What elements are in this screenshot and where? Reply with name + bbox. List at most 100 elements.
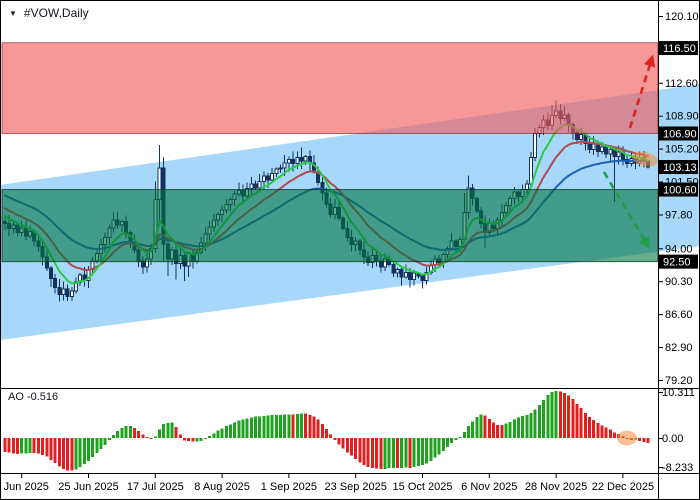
date-label: 15 Oct 2025 xyxy=(393,481,453,493)
symbol-dropdown-icon[interactable]: ▼ xyxy=(9,8,17,18)
ao-bar xyxy=(425,438,429,464)
price-axis[interactable]: 120.10112.60108.90105.20101.5097.8094.00… xyxy=(658,11,699,387)
ao-bar xyxy=(391,438,395,469)
ao-bar xyxy=(441,438,445,451)
ao-bar xyxy=(429,438,433,461)
ao-bar xyxy=(233,422,237,438)
ao-bar xyxy=(395,438,399,469)
ao-bar xyxy=(583,412,587,438)
ao-bar xyxy=(567,395,571,438)
highlight-ma-cluster xyxy=(632,151,658,167)
ao-bar xyxy=(149,438,153,440)
ao-bar xyxy=(613,432,617,438)
candle-bull xyxy=(600,146,605,152)
ao-bar xyxy=(437,438,441,455)
candle-bull xyxy=(69,290,74,297)
ao-bar xyxy=(483,415,487,438)
ao-bar xyxy=(107,438,111,440)
ao-bar xyxy=(141,434,145,438)
candle-bull xyxy=(424,271,429,281)
ao-bar xyxy=(295,414,299,438)
indicator-label: AO -0.516 xyxy=(8,391,59,403)
ao-axis-label: 0.00 xyxy=(662,433,683,445)
candle-bear xyxy=(299,157,304,162)
ao-bar xyxy=(542,399,546,438)
ao-bar xyxy=(312,416,316,438)
symbol-header: ▼ #VOW,Daily xyxy=(9,6,89,20)
ao-bar xyxy=(183,438,187,441)
ao-bar xyxy=(212,433,216,438)
ao-bar xyxy=(287,414,291,438)
ao-bar xyxy=(74,438,78,470)
candle-bull xyxy=(303,156,308,162)
date-label: 25 Jun 2025 xyxy=(58,481,119,493)
ao-bar xyxy=(270,415,274,438)
ao-bar xyxy=(87,438,90,462)
candle-bear xyxy=(595,143,600,152)
ao-bar xyxy=(199,438,203,441)
ao-bar xyxy=(454,438,458,440)
ao-bar xyxy=(53,438,57,464)
highlight-ao-cross xyxy=(617,430,637,446)
ao-bar xyxy=(137,431,141,438)
date-label: 22 Dec 2025 xyxy=(592,481,654,493)
ao-bar xyxy=(500,425,504,438)
ao-bar xyxy=(308,414,312,438)
ao-bar xyxy=(525,415,529,438)
price-label: 79.20 xyxy=(665,375,693,387)
ao-bar xyxy=(279,414,283,438)
ao-bar xyxy=(600,425,604,438)
ao-bar xyxy=(191,438,195,442)
ao-bar xyxy=(638,438,642,441)
ao-bar xyxy=(320,423,324,438)
candle-bear xyxy=(291,158,296,165)
price-label: 82.90 xyxy=(665,342,693,354)
ao-bar xyxy=(337,438,341,445)
candle-bull xyxy=(286,158,291,164)
ao-bar xyxy=(258,416,262,438)
price-label: 94.00 xyxy=(665,243,693,255)
candle-bear xyxy=(316,171,321,183)
ao-bar xyxy=(479,414,483,438)
candle-bull xyxy=(616,151,621,158)
price-label: 90.30 xyxy=(665,276,693,288)
candle-bull xyxy=(261,175,266,183)
ao-bar xyxy=(45,438,49,457)
ao-bar xyxy=(462,432,466,438)
ao-bar xyxy=(362,438,366,465)
ao-bar xyxy=(132,428,136,438)
candle-bull xyxy=(295,157,300,165)
ao-bar xyxy=(588,417,591,438)
ao-bar xyxy=(116,431,120,438)
ao-bar xyxy=(170,422,174,438)
candle-bear xyxy=(587,142,592,151)
candle-bear xyxy=(391,263,396,274)
symbol-title: #VOW,Daily xyxy=(23,6,89,20)
candle-bear xyxy=(407,271,412,280)
ao-bar xyxy=(24,438,28,454)
ao-bar xyxy=(400,438,404,469)
candle-bear xyxy=(266,175,271,181)
price-level-box xyxy=(659,182,698,197)
ao-bar xyxy=(228,424,232,438)
ao-bar xyxy=(571,399,575,438)
ao-bar xyxy=(466,426,470,438)
ao-bar xyxy=(533,409,537,438)
ao-bar xyxy=(471,421,475,438)
ao-bar xyxy=(550,392,554,438)
ao-bar xyxy=(245,418,249,438)
indicator-axis[interactable]: 10.311 0.00 -8.233 xyxy=(658,387,695,474)
ao-bar xyxy=(433,438,437,458)
ao-axis-label: -8.233 xyxy=(662,462,693,474)
ao-bar xyxy=(16,438,20,454)
time-axis[interactable]: 3 Jun 2025 25 Jun 2025 17 Jul 2025 8 Aug 20… xyxy=(0,473,654,493)
ao-bar xyxy=(249,417,253,438)
ao-bar xyxy=(412,438,416,468)
ao-bar xyxy=(7,438,11,453)
candle-bull xyxy=(412,272,417,280)
candle-bear xyxy=(420,275,425,281)
price-level-box xyxy=(659,126,698,141)
ao-bar xyxy=(450,438,454,443)
